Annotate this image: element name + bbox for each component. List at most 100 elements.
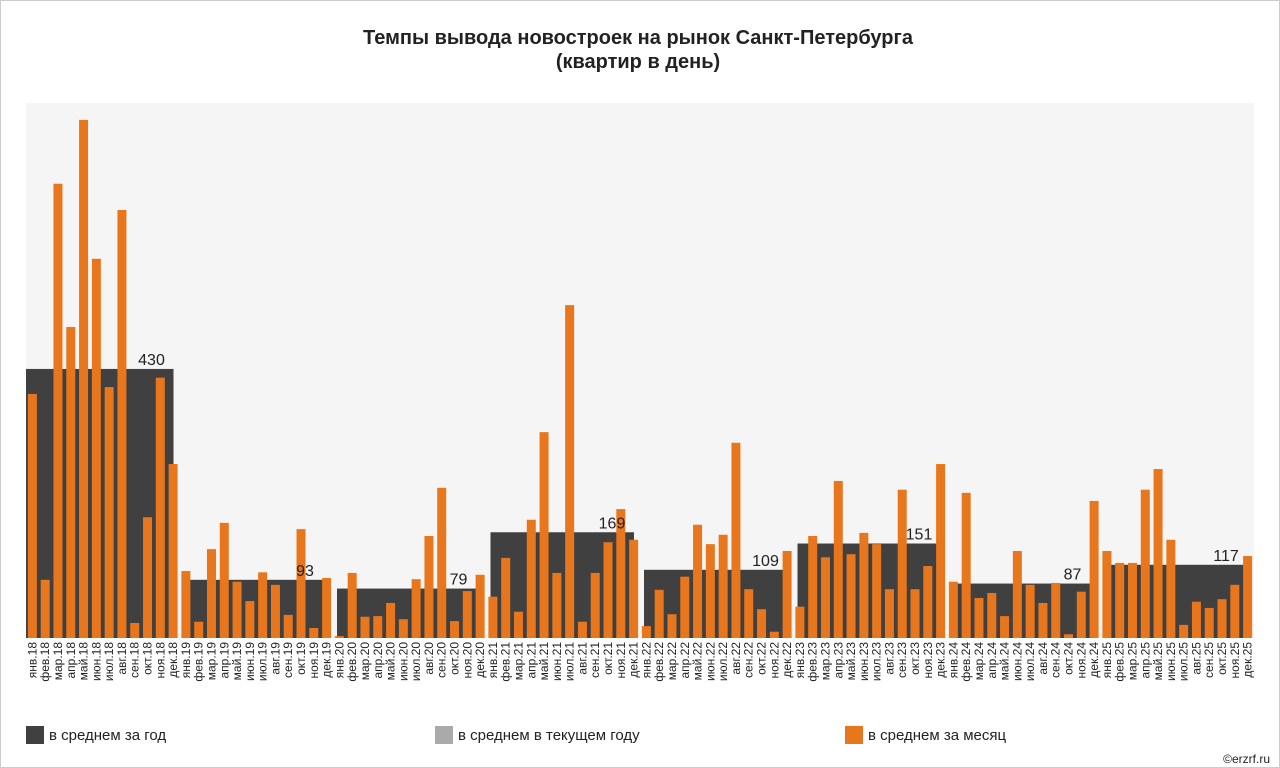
x-tick-label: мар.20 <box>358 642 372 681</box>
x-tick-label: дек.20 <box>473 642 487 678</box>
monthly-bar <box>1243 556 1253 638</box>
monthly-bar <box>27 393 37 638</box>
monthly-bar <box>757 609 767 638</box>
x-tick-label: авг.21 <box>575 642 589 675</box>
monthly-bar <box>731 442 741 638</box>
monthly-bar <box>1127 562 1137 638</box>
monthly-bar <box>1179 624 1189 638</box>
monthly-bar <box>450 621 460 638</box>
monthly-bar <box>322 577 332 638</box>
data-label: 151 <box>906 527 933 544</box>
x-tick-label: дек.18 <box>166 642 180 678</box>
x-tick-label: дек.25 <box>1241 642 1255 678</box>
x-tick-label: сен.23 <box>895 642 909 678</box>
x-tick-label: окт.19 <box>294 642 308 675</box>
x-tick-label: июл.25 <box>1177 642 1191 681</box>
monthly-bar <box>258 572 268 638</box>
plot-area <box>26 103 1254 638</box>
monthly-bar <box>1025 584 1035 638</box>
monthly-bar <box>1217 599 1227 638</box>
monthly-bar <box>590 572 600 638</box>
monthly-bar <box>411 579 421 638</box>
monthly-bar <box>168 464 178 638</box>
x-tick-label: ноя.22 <box>767 642 781 679</box>
x-tick-label: июл.18 <box>102 642 116 681</box>
monthly-bar <box>462 591 472 638</box>
data-label: 109 <box>752 553 779 570</box>
data-label: 93 <box>296 563 314 580</box>
x-tick-label: окт.25 <box>1215 642 1229 675</box>
x-tick-label: окт.23 <box>908 642 922 675</box>
x-tick-label: ноя.25 <box>1228 642 1242 679</box>
monthly-bar <box>219 522 229 638</box>
monthly-bar <box>795 606 805 638</box>
x-tick-label: май.21 <box>537 642 551 681</box>
x-tick-label: окт.22 <box>755 642 769 675</box>
monthly-bar <box>245 601 255 638</box>
monthly-bar <box>437 487 447 638</box>
monthly-bar <box>1038 602 1048 638</box>
x-tick-label: фев.22 <box>652 642 666 682</box>
monthly-bar <box>347 572 357 638</box>
x-tick-label: ноя.23 <box>921 642 935 679</box>
x-tick-label: фев.19 <box>192 642 206 682</box>
monthly-bar <box>1102 551 1112 638</box>
monthly-bar <box>1204 607 1214 638</box>
monthly-bar <box>270 584 280 638</box>
x-tick-label: дек.23 <box>934 642 948 678</box>
x-tick-label: мар.21 <box>511 642 525 681</box>
x-tick-label: июл.21 <box>563 642 577 681</box>
monthly-bar <box>1140 489 1150 638</box>
monthly-bar <box>66 327 76 638</box>
legend: в среднем за год в среднем в текущем год… <box>26 726 1007 744</box>
x-tick-label: июн.24 <box>1010 642 1024 681</box>
x-tick-label: авг.18 <box>115 642 129 675</box>
monthly-bar <box>1166 539 1176 638</box>
monthly-bar <box>194 621 204 638</box>
x-tick-label: окт.24 <box>1062 642 1076 675</box>
x-tick-label: май.24 <box>998 642 1012 681</box>
x-tick-label: фев.20 <box>345 642 359 682</box>
monthly-bar <box>859 532 869 638</box>
monthly-bar <box>475 574 485 638</box>
x-tick-label: янв.18 <box>25 642 39 679</box>
x-tick-label: апр.18 <box>64 642 78 679</box>
monthly-bar <box>513 611 523 638</box>
x-tick-label: май.25 <box>1151 642 1165 681</box>
x-tick-label: фев.23 <box>806 642 820 682</box>
monthly-bar <box>91 258 101 638</box>
x-tick-label: ноя.24 <box>1074 642 1088 679</box>
data-label: 87 <box>1064 567 1082 584</box>
x-tick-label: янв.20 <box>332 642 346 679</box>
monthly-bar <box>603 542 613 638</box>
x-tick-label: июн.21 <box>550 642 564 681</box>
chart-subtitle: (квартир в день) <box>556 51 720 73</box>
monthly-bar <box>884 589 894 638</box>
monthly-bar <box>718 534 728 638</box>
x-tick-label: фев.21 <box>499 642 513 682</box>
x-tick-label: авг.25 <box>1189 642 1203 675</box>
x-tick-label: июл.20 <box>409 642 423 681</box>
x-tick-label: апр.24 <box>985 642 999 679</box>
x-tick-label: авг.24 <box>1036 642 1050 675</box>
monthly-bar <box>206 549 216 638</box>
x-tick-label: июн.25 <box>1164 642 1178 681</box>
plot: янв.18фев.18мар.18апр.18май.18июн.18июл.… <box>25 119 1255 682</box>
monthly-bar <box>117 210 127 638</box>
monthly-bar <box>386 602 396 638</box>
x-tick-label: июн.23 <box>857 642 871 681</box>
monthly-bar <box>1051 582 1061 638</box>
monthly-bar <box>910 589 920 638</box>
x-tick-label: июл.22 <box>716 642 730 681</box>
x-tick-label: сен.20 <box>435 642 449 678</box>
legend-label: в среднем за год <box>49 727 166 744</box>
x-tick-label: апр.19 <box>217 642 231 679</box>
monthly-bar <box>1153 469 1163 638</box>
x-tick-label: июл.24 <box>1023 642 1037 681</box>
data-label: 117 <box>1213 548 1239 565</box>
data-label: 430 <box>138 352 165 369</box>
legend-swatch <box>26 726 44 744</box>
monthly-bar <box>1000 616 1010 638</box>
monthly-bar <box>820 557 830 638</box>
